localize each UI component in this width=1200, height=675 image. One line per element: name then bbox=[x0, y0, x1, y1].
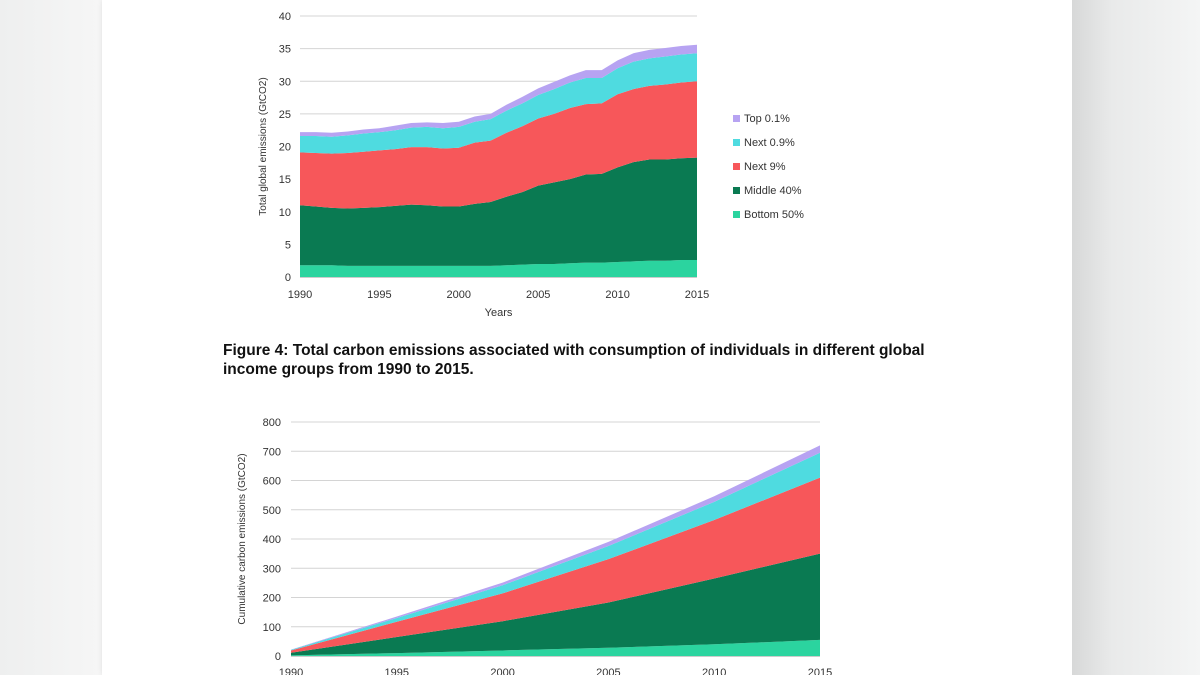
y-tick-label: 800 bbox=[263, 417, 281, 429]
area-series-top01 bbox=[300, 44, 697, 137]
x-tick-label: 2015 bbox=[808, 667, 832, 675]
legend-label: Bottom 50% bbox=[744, 209, 804, 221]
figure-caption: Figure 4: Total carbon emissions associa… bbox=[223, 342, 925, 378]
background-right bbox=[1072, 0, 1200, 675]
y-tick-label: 30 bbox=[279, 76, 291, 88]
x-tick-label: 1990 bbox=[288, 289, 312, 301]
y-tick-label: 300 bbox=[263, 563, 281, 575]
y-tick-label: 40 bbox=[279, 11, 291, 23]
legend-swatch bbox=[733, 211, 740, 218]
background-left bbox=[0, 0, 102, 675]
y-tick-label: 35 bbox=[279, 44, 291, 56]
y-tick-label: 15 bbox=[279, 174, 291, 186]
x-tick-label: 2005 bbox=[596, 667, 620, 675]
area-series-bottom50 bbox=[300, 260, 697, 277]
legend-label: Top 0.1% bbox=[744, 113, 790, 125]
area-series-middle40 bbox=[300, 157, 697, 266]
x-tick-label: 1995 bbox=[367, 289, 391, 301]
x-tick-label: 1990 bbox=[279, 667, 303, 675]
y-tick-label: 200 bbox=[263, 593, 281, 605]
x-tick-label: 2000 bbox=[447, 289, 471, 301]
legend-swatch bbox=[733, 163, 740, 170]
y-tick-label: 25 bbox=[279, 109, 291, 121]
y-tick-label: 20 bbox=[279, 142, 291, 154]
area-series-next9 bbox=[291, 477, 820, 653]
y-tick-label: 0 bbox=[275, 651, 281, 663]
legend-swatch bbox=[733, 139, 740, 146]
y-tick-label: 10 bbox=[279, 207, 291, 219]
x-tick-label: 2010 bbox=[605, 289, 629, 301]
legend-label: Next 0.9% bbox=[744, 137, 795, 149]
area-series-next09 bbox=[300, 53, 697, 154]
y-axis-label: Cumulative carbon emissions (GtCO2) bbox=[237, 453, 248, 624]
y-axis-label: Total global emissions (GtCO2) bbox=[258, 77, 269, 215]
legend-label: Next 9% bbox=[744, 161, 786, 173]
area-series-bottom50 bbox=[291, 639, 820, 656]
area-series-next9 bbox=[300, 81, 697, 209]
y-tick-label: 400 bbox=[263, 534, 281, 546]
x-tick-label: 2005 bbox=[526, 289, 550, 301]
chart-annual-emissions: 0 5 10 15 20 25 30 35 40 1990 1995 2000 2005 2010 2015… bbox=[258, 11, 804, 319]
x-axis-label: Years bbox=[485, 307, 513, 319]
y-tick-label: 600 bbox=[263, 476, 281, 488]
y-tick-label: 500 bbox=[263, 505, 281, 517]
y-tick-label: 5 bbox=[285, 239, 291, 251]
legend-swatch bbox=[733, 115, 740, 122]
y-tick-label: 700 bbox=[263, 446, 281, 458]
y-tick-label: 100 bbox=[263, 622, 281, 634]
x-tick-label: 1995 bbox=[385, 667, 409, 675]
area-series-middle40 bbox=[291, 553, 820, 656]
legend-label: Middle 40% bbox=[744, 185, 802, 197]
legend-swatch bbox=[733, 187, 740, 194]
x-tick-label: 2010 bbox=[702, 667, 726, 675]
x-tick-label: 2015 bbox=[685, 289, 709, 301]
y-tick-label: 0 bbox=[285, 272, 291, 284]
x-tick-label: 2000 bbox=[490, 667, 514, 675]
